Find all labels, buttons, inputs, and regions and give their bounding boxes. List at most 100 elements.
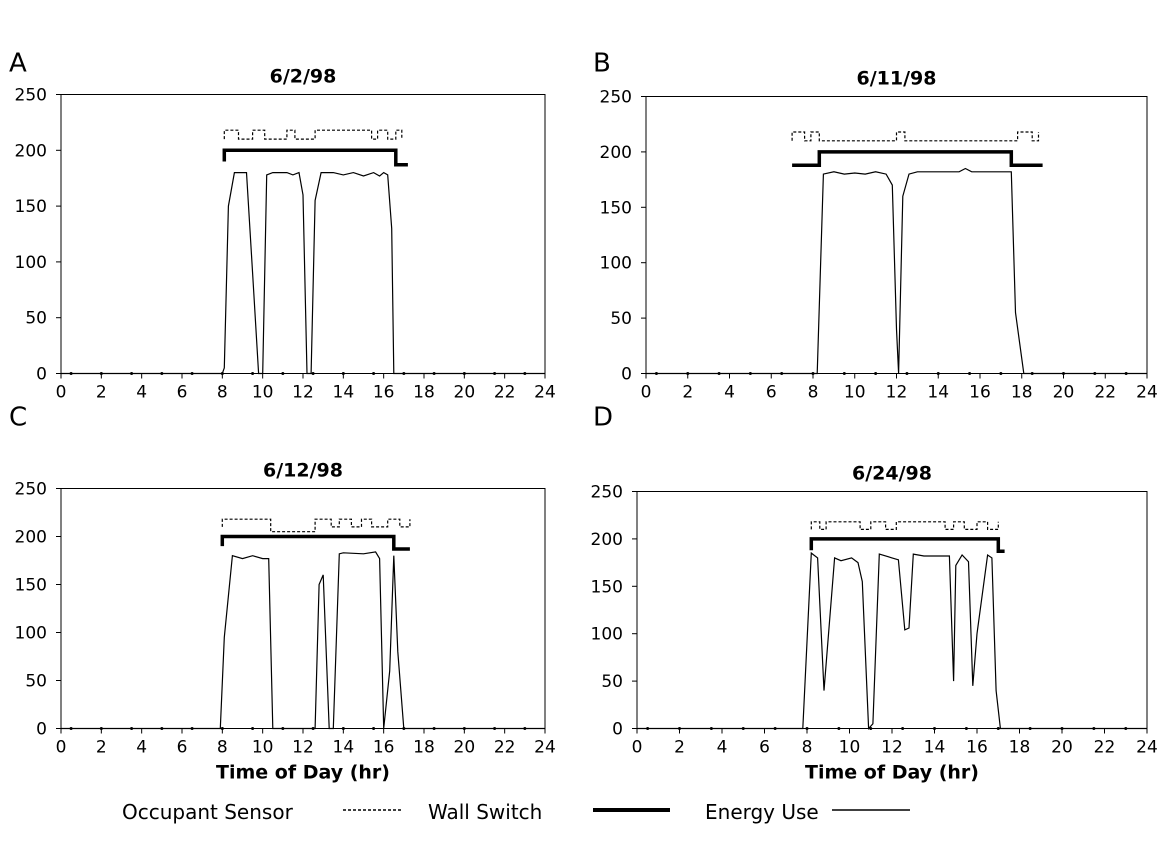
- panel-a-x-tick-label: 16: [373, 383, 395, 403]
- panel-d-baseline-marker: [741, 727, 745, 730]
- panel-b-baseline-marker: [1062, 372, 1065, 375]
- panel-c-baseline-marker: [462, 727, 466, 730]
- panel-a-title: 6/2/98: [270, 66, 337, 88]
- panel-a-x-tick-label: 22: [494, 383, 516, 403]
- panel-b-y-tick-label: 0: [621, 365, 632, 385]
- panel-c-baseline-marker: [281, 727, 285, 730]
- panel-d-baseline-marker: [1060, 727, 1064, 730]
- panel-a-y-tick-label: 0: [36, 365, 47, 385]
- panel-c-title: 6/12/98: [263, 460, 343, 482]
- panel-c-baseline-marker: [190, 727, 194, 730]
- panel-d-baseline-marker: [1028, 727, 1032, 730]
- panel-c-baseline-marker: [341, 727, 345, 730]
- panel-a-baseline-marker: [190, 372, 194, 375]
- panel-a-x-tick-label: 18: [413, 383, 435, 403]
- legend-wall-switch-label: Wall Switch: [428, 800, 542, 824]
- panel-d-x-tick-label: 16: [966, 738, 988, 758]
- panel-b-y-tick-label: 100: [600, 254, 632, 274]
- panel-c-y-tick-label: 200: [15, 528, 47, 548]
- panel-a-baseline-marker: [220, 372, 224, 375]
- panel-c-x-tick-label: 2: [96, 738, 107, 758]
- panel-a-x-tick-label: 2: [96, 383, 107, 403]
- panel-d-y-tick-label: 150: [591, 577, 623, 597]
- panel-b-series-wall-switch-line: [792, 150, 1043, 167]
- panel-c-baseline-marker: [311, 727, 315, 730]
- panel-c-baseline-marker: [220, 727, 224, 730]
- panel-d-baseline-marker: [964, 727, 968, 730]
- panel-b-y-tick-label: 200: [600, 143, 632, 163]
- panel-a-series-occupant-sensor-line: [223, 129, 403, 140]
- panel-c-x-tick-label: 10: [252, 738, 274, 758]
- panel-a-baseline-marker: [432, 372, 436, 375]
- panel-d-baseline-marker: [773, 727, 777, 730]
- panel-a-y-tick-label: 200: [15, 141, 47, 161]
- panel-d-baseline-marker: [805, 727, 809, 730]
- panel-b-x-tick-label: 24: [1136, 383, 1158, 403]
- panel-d-series-occupant-sensor-line: [810, 521, 999, 530]
- panel-d-baseline-marker: [646, 727, 650, 730]
- panel-a-baseline-marker: [281, 372, 285, 375]
- panel-d-series-wall-switch-line: [809, 537, 1005, 553]
- panel-d-x-axis-label: Time of Day (hr): [805, 762, 979, 784]
- panel-d-x-tick-label: 20: [1051, 738, 1073, 758]
- panel-d-letter: D: [593, 403, 613, 433]
- panel-c-y-tick-label: 150: [15, 576, 47, 596]
- panel-b-y-tick-label: 250: [600, 88, 632, 108]
- panel-a-baseline-marker: [251, 372, 255, 375]
- panel-b-baseline-marker: [1124, 372, 1128, 375]
- panel-d-baseline-marker: [901, 727, 905, 730]
- panel-d-x-tick-label: 24: [1136, 738, 1158, 758]
- panel-c-series-wall-switch-line: [220, 534, 410, 551]
- panel-b-y-tick-label: 50: [610, 309, 632, 329]
- panel-c-series-energy-use-line: [61, 551, 545, 730]
- panel-d-y-tick-label: 50: [601, 672, 623, 692]
- panel-a-series-wall-switch-line: [222, 148, 408, 167]
- panel-b-baseline-marker: [686, 372, 690, 375]
- panel-c-plot-frame: [60, 488, 546, 729]
- panel-a-y-tick-label: 150: [15, 197, 47, 217]
- panel-c-x-tick-label: 6: [177, 738, 188, 758]
- panel-d-series-energy-use-line: [637, 551, 1147, 730]
- panel-d-x-tick-label: 0: [632, 738, 643, 758]
- panel-d-baseline-marker: [1124, 727, 1128, 730]
- panel-d-plot-frame: [636, 491, 1148, 729]
- panel-c-x-tick-label: 24: [534, 738, 556, 758]
- panel-a-baseline-marker: [130, 372, 134, 375]
- panel-a-x-tick-label: 10: [252, 383, 274, 403]
- panel-a-baseline-marker: [341, 372, 345, 375]
- panel-b-baseline-marker: [936, 372, 940, 375]
- panel-b-x-tick-label: 16: [969, 383, 991, 403]
- panel-c-x-axis-label: Time of Day (hr): [216, 762, 390, 784]
- panel-a-x-tick-label: 24: [534, 383, 556, 403]
- panel-a-baseline-marker: [99, 372, 103, 375]
- panel-a-letter: A: [9, 49, 27, 79]
- panel-a-x-tick-label: 4: [136, 383, 147, 403]
- panel-c-baseline-marker: [493, 727, 497, 730]
- panel-b-baseline-marker: [1030, 372, 1034, 375]
- legend-energy-use-label: Energy Use: [705, 800, 819, 824]
- panel-b-baseline-marker: [874, 372, 878, 375]
- panel-c-y-tick-label: 50: [25, 672, 47, 692]
- panel-c-baseline-marker: [251, 727, 255, 730]
- panel-b-x-tick-label: 12: [886, 383, 908, 403]
- panel-c-baseline-marker: [523, 727, 527, 730]
- panel-c-x-tick-label: 12: [292, 738, 314, 758]
- panel-a-series-energy-use-line: [61, 171, 545, 375]
- panel-d-x-tick-label: 6: [759, 738, 770, 758]
- panel-d-x-tick-label: 8: [802, 738, 813, 758]
- panel-d-x-tick-label: 18: [1009, 738, 1031, 758]
- panel-d-baseline-marker: [678, 727, 681, 730]
- panel-d-y-tick-label: 0: [612, 720, 623, 740]
- panel-d-x-tick-label: 22: [1094, 738, 1116, 758]
- panel-d-baseline-marker: [837, 727, 841, 730]
- panel-c-letter: C: [9, 403, 27, 433]
- panel-d-x-tick-label: 12: [881, 738, 903, 758]
- panel-c-baseline-marker: [372, 727, 376, 730]
- panel-c-x-tick-label: 20: [454, 738, 476, 758]
- panel-b-title: 6/11/98: [857, 68, 937, 90]
